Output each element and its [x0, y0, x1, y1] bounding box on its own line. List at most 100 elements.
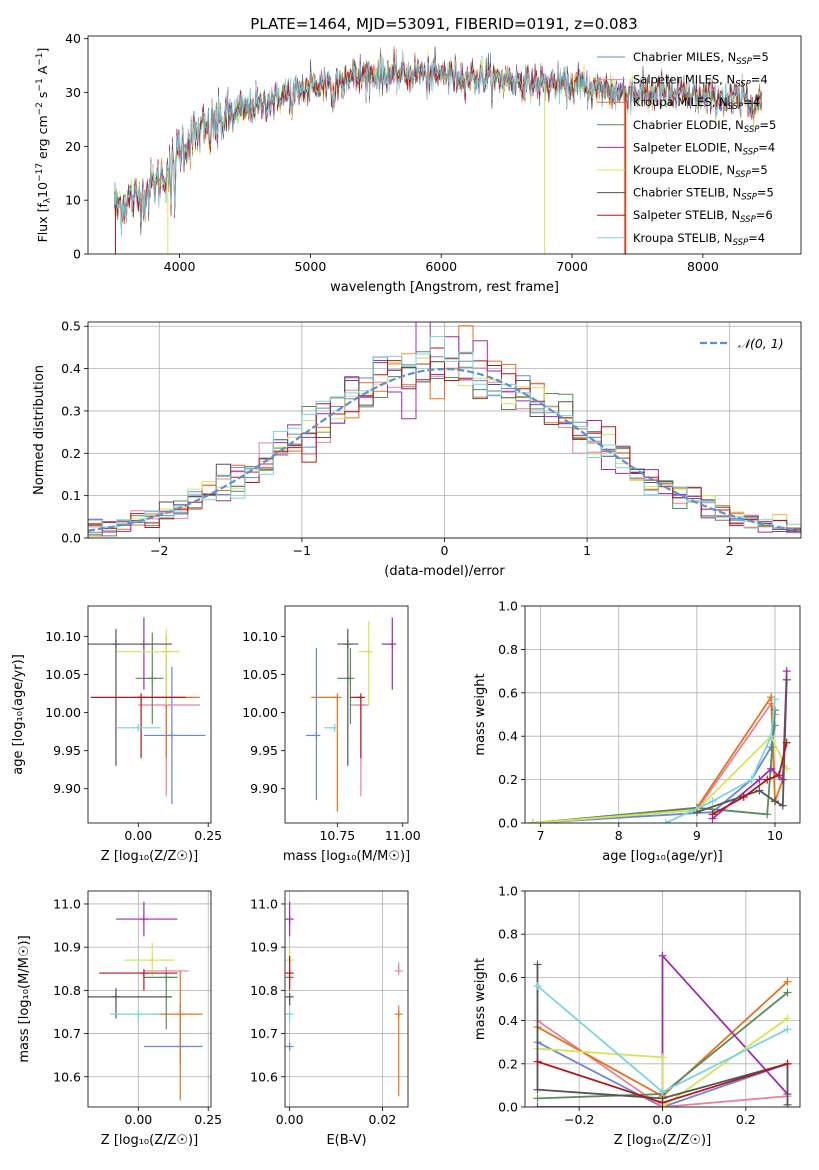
x-tick-label: 7	[537, 828, 545, 843]
residuals-axes: −2 −1 0 1 2 0.0 0.1 0.2 0.3 0.4 0.5	[61, 319, 801, 558]
ylabel-part: ]	[35, 48, 50, 53]
errorbar-point	[358, 621, 373, 705]
weight_vs_Z-axes: −0.2 0.0 0.2 0.0 0.2 0.4 0.6 0.8 1.0	[498, 884, 800, 1127]
x-tick-label: 10	[767, 828, 783, 843]
y-tick-label: 0.6	[498, 685, 518, 700]
age_vs_Z-axes: 0.00 0.25 9.90 9.95 10.00 10.05 10.10	[45, 629, 222, 843]
errorbar-point	[115, 901, 178, 937]
y-tick-label: 10.00	[242, 705, 278, 720]
x-tick-label: 6000	[425, 259, 457, 274]
axes-frame	[87, 321, 802, 539]
x-tick-label: 0.00	[276, 1112, 304, 1127]
errorbar-point	[305, 647, 321, 801]
legend-text: SSP	[741, 193, 757, 203]
legend-text: Chabrier STELIB, N	[633, 186, 741, 200]
x-tick-label: 0.25	[194, 1112, 222, 1127]
ylabel-part: s	[35, 92, 50, 103]
legend-entry: Kroupa MILES, NSSP=4	[633, 95, 760, 112]
weight_vs_Z-ylabel: mass weight	[473, 958, 488, 1040]
y-tick-label: 1.0	[498, 884, 518, 899]
axes-frame	[284, 890, 409, 1108]
errorbar-point	[337, 647, 355, 725]
legend-text: Chabrier MILES, N	[633, 50, 736, 64]
legend-text: Salpeter MILES, N	[633, 73, 735, 87]
x-tick-label: 10.75	[319, 828, 355, 843]
ylabel-part: Flux [f	[35, 203, 50, 243]
legend-text: SSP	[728, 102, 744, 112]
errorbar-point	[324, 723, 339, 732]
mass_vs_Z-xlabel: Z [log₁₀(Z/Z☉)]	[101, 1133, 198, 1148]
errorbar-point	[350, 693, 365, 759]
age_vs_Z-ylabel: age [log₁₀(age/yr)]	[11, 654, 26, 775]
legend-text: SSP	[740, 215, 756, 225]
y-tick-label: 0.0	[498, 816, 518, 831]
legend-text: =5	[759, 118, 776, 132]
x-tick-label: 0.2	[736, 1112, 756, 1127]
axes-frame	[524, 605, 801, 824]
legend-entry: Chabrier ELODIE, NSSP=5	[633, 118, 776, 135]
legend-text: SSP	[735, 170, 751, 180]
y-tick-label: 0.3	[61, 403, 81, 418]
x-tick-label: 11.00	[385, 828, 421, 843]
y-tick-label: 10.05	[242, 667, 278, 682]
x-tick-label: 0.0	[653, 1112, 673, 1127]
y-tick-label: 10.8	[250, 983, 278, 998]
x-tick-label: 8000	[687, 259, 719, 274]
axes-frame	[87, 35, 802, 255]
x-tick-label: 0.02	[369, 1112, 397, 1127]
legend-text: =5	[757, 186, 774, 200]
x-tick-label: 0	[441, 543, 449, 558]
legend-text: Chabrier ELODIE, N	[633, 118, 744, 132]
axes-frame	[87, 890, 212, 1108]
legend-entry: Salpeter STELIB, NSSP=6	[633, 208, 773, 225]
y-tick-label: 10.6	[250, 1069, 278, 1084]
mass_vs_EBV-axes: 0.00 0.02 10.6 10.7 10.8 10.9 11.0	[250, 891, 408, 1127]
errorbar-point	[99, 969, 178, 991]
y-tick-label: 10.00	[45, 705, 81, 720]
legend-entry: 𝒩(0, 1)	[738, 336, 784, 351]
legend-text: =4	[748, 231, 765, 245]
y-tick-label: 10.8	[53, 983, 81, 998]
weight-series-2	[532, 694, 784, 823]
age_vs_mass-points	[305, 617, 397, 812]
mass_vs_Z-ylabel: mass [log₁₀(M/M☉)]	[17, 935, 32, 1062]
y-tick-label: 10.9	[250, 940, 278, 955]
x-tick-label: 0.00	[124, 828, 152, 843]
y-tick-label: 0.1	[61, 488, 81, 503]
weight-series-3	[532, 710, 776, 823]
residuals-xlabel: (data-model)/error	[384, 564, 505, 579]
mass_vs_Z-axes: 0.00 0.25 10.6 10.7 10.8 10.9 11.0	[53, 891, 222, 1127]
x-tick-label: 9	[693, 828, 701, 843]
legend-text: SSP	[733, 238, 749, 248]
y-tick-label: 11.0	[250, 896, 278, 911]
axes-frame	[284, 605, 409, 824]
errorbar-point	[381, 617, 397, 690]
y-tick-label: 9.95	[250, 743, 278, 758]
residuals-ylabel: Normed distribution	[32, 365, 47, 495]
y-tick-label: 10.10	[242, 629, 278, 644]
legend-text: SSP	[744, 125, 760, 135]
legend-text: SSP	[735, 80, 751, 90]
legend-text: Salpeter STELIB, N	[633, 208, 740, 222]
y-tick-label: 30	[65, 85, 81, 100]
y-tick-label: 9.90	[53, 781, 81, 796]
x-tick-label: 0.00	[124, 1112, 152, 1127]
ylabel-part: erg cm	[35, 115, 50, 163]
errorbar-point	[88, 988, 172, 1019]
spectrum-lines	[113, 46, 763, 254]
y-tick-label: 0.4	[61, 361, 81, 376]
weight_vs_Z-lines	[533, 951, 792, 1107]
y-tick-label: 0.6	[498, 970, 518, 985]
mass_vs_Z-points	[88, 901, 203, 1101]
errorbar-point	[124, 942, 175, 978]
x-tick-label: 8	[615, 828, 623, 843]
errorbar-point	[110, 1010, 161, 1023]
errorbar-point	[350, 700, 369, 797]
y-tick-label: 11.0	[53, 896, 81, 911]
age_vs_Z-xlabel: Z [log₁₀(Z/Z☉)]	[101, 849, 198, 864]
normal-curve	[88, 367, 801, 532]
histogram-series-8	[88, 336, 801, 538]
errorbar-point	[143, 666, 206, 804]
